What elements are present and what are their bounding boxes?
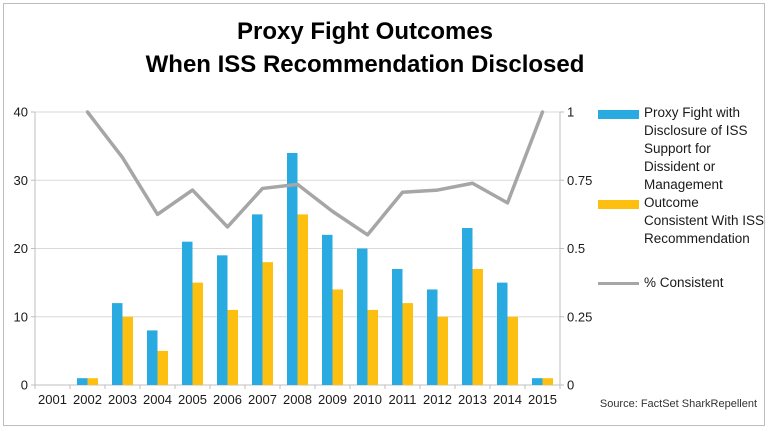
source-note: Source: FactSet SharkRepellent: [599, 398, 757, 410]
legend-swatch-yellow-bar-icon: [598, 200, 639, 209]
bar-proxy-fight-2015: [532, 378, 543, 385]
bar-proxy-fight-2008: [287, 152, 298, 385]
legend-swatch-gray-line-icon: [598, 282, 639, 285]
x-axis-label-year: 2007: [248, 392, 277, 407]
bar-proxy-fight-2003: [112, 303, 123, 385]
chart-title-line1: Proxy Fight Outcomes: [236, 18, 494, 45]
bar-outcome-consistent-2008: [297, 214, 308, 385]
y-axis-label-left: 40: [14, 105, 28, 120]
chart-legend: Proxy Fight with Disclosure of ISS Suppo…: [598, 104, 768, 292]
bar-outcome-consistent-2005: [192, 282, 203, 385]
x-axis-label-year: 2014: [493, 392, 522, 407]
bar-outcome-consistent-2012: [437, 316, 448, 385]
x-axis-label-year: 2003: [108, 392, 137, 407]
x-axis-label-year: 2004: [143, 392, 172, 407]
y-axis-label-right: 0.25: [567, 309, 592, 324]
bar-outcome-consistent-2004: [157, 350, 168, 385]
bar-outcome-consistent-2007: [262, 262, 273, 385]
legend-entry-proxy-fight: Proxy Fight with Disclosure of ISS Suppo…: [598, 104, 768, 194]
bar-proxy-fight-2012: [427, 289, 438, 385]
chart-title-line2: When ISS Recommendation Disclosed: [145, 51, 585, 78]
legend-swatch-blue-bar-icon: [598, 110, 639, 119]
bar-outcome-consistent-2009: [332, 289, 343, 385]
y-axis-label-left: 30: [14, 173, 28, 188]
bar-proxy-fight-2002: [77, 378, 88, 385]
x-axis-label-year: 2012: [423, 392, 452, 407]
x-axis-label-year: 2013: [458, 392, 487, 407]
x-axis-label-year: 2015: [528, 392, 557, 407]
bar-outcome-consistent-2015: [542, 378, 553, 385]
bar-outcome-consistent-2006: [227, 309, 238, 385]
x-axis-label-year: 2006: [213, 392, 242, 407]
x-axis-label-year: 2001: [38, 392, 67, 407]
bar-proxy-fight-2007: [252, 214, 263, 385]
bar-proxy-fight-2011: [392, 268, 403, 385]
y-axis-label-left: 10: [14, 309, 28, 324]
legend-label-pct-consistent: % Consistent: [644, 275, 724, 290]
pct-consistent-line: [85, 110, 545, 237]
bar-proxy-fight-2014: [497, 282, 508, 385]
y-axis-label-right: 0: [567, 378, 574, 393]
bar-outcome-consistent-2003: [122, 316, 133, 385]
bar-outcome-consistent-2014: [507, 316, 518, 385]
bar-outcome-consistent-2010: [367, 309, 378, 385]
bar-proxy-fight-2006: [217, 255, 228, 385]
bar-outcome-consistent-2011: [402, 303, 413, 385]
x-axis-label-year: 2002: [73, 392, 102, 407]
bar-proxy-fight-2004: [147, 330, 158, 385]
x-axis-label-year: 2008: [283, 392, 312, 407]
x-axis-label-year: 2005: [178, 392, 207, 407]
legend-label-outcome-consistent: Outcome Consistent With ISS Recommendati…: [644, 195, 765, 246]
x-axis-label-year: 2011: [389, 392, 417, 407]
legend-label-proxy-fight: Proxy Fight with Disclosure of ISS Suppo…: [644, 105, 748, 192]
bar-proxy-fight-2010: [357, 248, 368, 385]
bar-proxy-fight-2009: [322, 234, 333, 385]
bar-proxy-fight-2005: [182, 241, 193, 385]
y-axis-label-left: 0: [21, 378, 28, 393]
chart-title: Proxy Fight Outcomes When ISS Recommenda…: [0, 15, 730, 81]
legend-entry-pct-consistent: % Consistent: [598, 274, 768, 292]
legend-entry-outcome-consistent: Outcome Consistent With ISS Recommendati…: [598, 194, 768, 248]
y-axis-label-right: 0.5: [567, 241, 585, 256]
bar-proxy-fight-2013: [462, 228, 473, 385]
bar-outcome-consistent-2013: [472, 268, 483, 385]
bar-outcome-consistent-2002: [87, 378, 98, 385]
x-axis-label-year: 2010: [353, 392, 382, 407]
y-axis-label-right: 0.75: [567, 173, 592, 188]
y-axis-label-left: 20: [14, 241, 28, 256]
y-axis-label-right: 1: [567, 105, 574, 120]
x-axis-label-year: 2009: [318, 392, 347, 407]
